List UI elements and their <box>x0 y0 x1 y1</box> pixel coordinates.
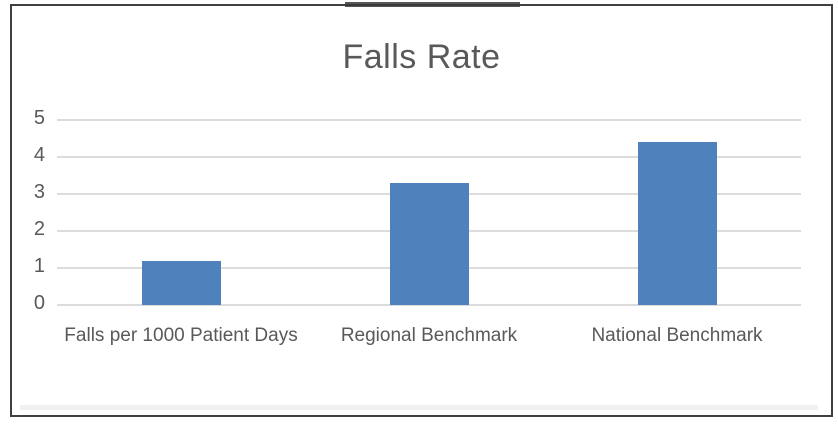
bottom-shadow-strip <box>20 405 818 410</box>
y-tick-label-2: 2 <box>33 218 45 240</box>
x-category-label-2: National Benchmark <box>591 325 763 346</box>
gridline-y-4 <box>57 156 801 158</box>
y-tick-label-1: 1 <box>33 255 45 277</box>
chart-title: Falls Rate <box>342 38 501 76</box>
gridline-y-5 <box>57 119 801 121</box>
y-tick-label-5: 5 <box>33 107 45 129</box>
x-category-label-1: Regional Benchmark <box>340 325 518 346</box>
top-border-artifact <box>345 2 520 7</box>
y-tick-label-3: 3 <box>33 181 45 203</box>
bar-1 <box>389 182 469 305</box>
gridline-y-0 <box>57 304 801 306</box>
bar-0 <box>141 260 221 305</box>
y-tick-label-0: 0 <box>33 292 45 314</box>
x-category-label-0: Falls per 1000 Patient Days <box>64 325 298 346</box>
y-tick-label-4: 4 <box>33 144 45 166</box>
bar-2 <box>637 142 717 305</box>
